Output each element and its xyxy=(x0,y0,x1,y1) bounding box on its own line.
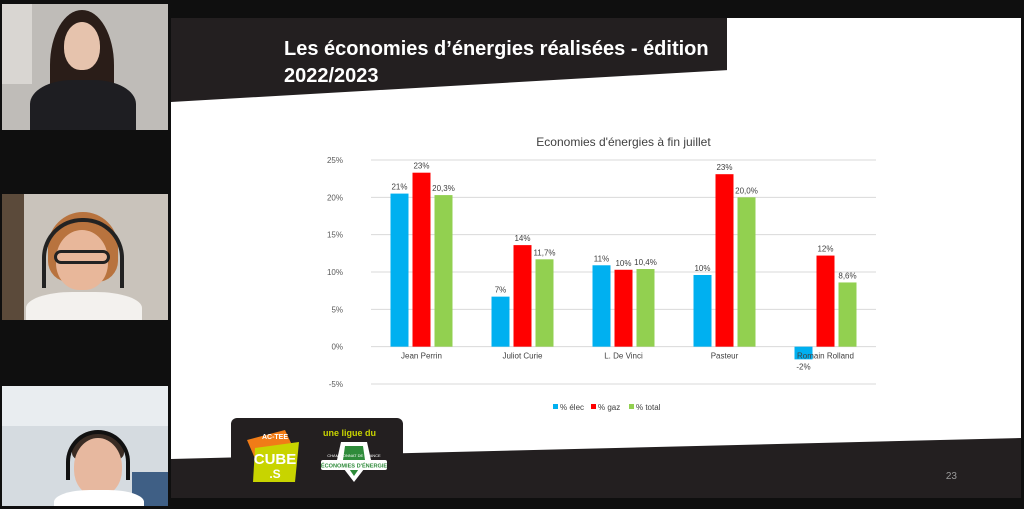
slide-title-line-2: 2022/2023 xyxy=(284,65,379,87)
legend-swatch xyxy=(629,404,634,409)
headset-icon xyxy=(42,218,124,288)
y-tick-label: 25% xyxy=(327,156,343,165)
window-background xyxy=(2,4,32,84)
logo-text-top: AC-TEE xyxy=(262,434,288,441)
chart-title: Economies d'énergies à fin juillet xyxy=(536,135,711,149)
shelf-background xyxy=(2,194,24,320)
headset-icon xyxy=(66,430,130,480)
y-tick-label: 15% xyxy=(327,231,343,240)
data-label: 12% xyxy=(817,245,833,254)
top-bar xyxy=(171,0,1024,18)
bar-gaz xyxy=(816,255,835,347)
chart-canvas: Economies d'énergies à fin juillet -5% 0% 5… xyxy=(327,135,876,412)
legend-entry: % gaz xyxy=(598,403,620,412)
logo-text-main: CUBE xyxy=(254,451,297,468)
category-label: Juliot Curie xyxy=(502,352,543,361)
data-label: 21% xyxy=(391,183,407,192)
data-label: 20,0% xyxy=(735,186,758,195)
logo-box: AC-TEE CUBE .S une ligue du CHAMPIONNAT … xyxy=(231,418,403,498)
badge-text-main: ÉCONOMIES D'ÉNERGIE xyxy=(321,462,388,470)
bar-chart: Economies d'énergies à fin juillet -5% 0% 5… xyxy=(291,128,891,418)
y-tick-label: 20% xyxy=(327,193,343,202)
bar-lec xyxy=(491,296,510,347)
bar-total xyxy=(535,259,554,347)
participant-video-2[interactable] xyxy=(2,194,168,320)
ligue-label: une ligue du xyxy=(323,428,376,438)
legend-entry: % élec xyxy=(560,403,584,412)
participants-panel xyxy=(0,0,170,509)
data-label: 11,7% xyxy=(533,248,555,257)
bar-gaz xyxy=(513,245,532,347)
data-label: 14% xyxy=(514,234,530,243)
bar-total xyxy=(434,195,453,347)
bar-total xyxy=(737,197,756,347)
bar-lec xyxy=(693,274,712,347)
bar-gaz xyxy=(614,269,633,347)
participant-body xyxy=(54,490,144,506)
y-tick-label: -5% xyxy=(329,380,343,389)
bar-lec xyxy=(390,193,409,347)
legend-swatch xyxy=(553,404,558,409)
y-tick-label: 0% xyxy=(331,343,343,352)
data-label: 23% xyxy=(413,162,429,171)
bar-gaz xyxy=(715,174,734,347)
badge-text-top: CHAMPIONNAT DE FRANCE xyxy=(327,453,381,458)
bar-lec xyxy=(592,265,611,347)
data-label: 10,4% xyxy=(634,258,657,267)
category-label: Pasteur xyxy=(711,352,739,361)
bar-total xyxy=(838,282,857,347)
page-number: 23 xyxy=(945,471,957,482)
y-tick-label: 5% xyxy=(331,305,343,314)
legend-entry: % total xyxy=(636,403,661,412)
participant-body xyxy=(26,292,142,320)
participant-body xyxy=(30,80,136,130)
participant-video-3[interactable] xyxy=(2,386,168,506)
data-label: 20,3% xyxy=(432,184,455,193)
data-label: 23% xyxy=(716,163,732,172)
data-label: 7% xyxy=(495,286,507,295)
category-label: Romain Rolland xyxy=(797,352,854,361)
bar-total xyxy=(636,269,655,347)
legend-swatch xyxy=(591,404,596,409)
data-label: 10% xyxy=(694,264,710,273)
participant-video-1[interactable] xyxy=(2,4,168,130)
logo-text-s: .S xyxy=(269,467,280,481)
slide-title-line-1: Les économies d’énergies réalisées - édi… xyxy=(284,38,709,60)
participant-face xyxy=(64,22,100,70)
cube-s-logo-icon: AC-TEE CUBE .S xyxy=(247,430,299,482)
bar-lec xyxy=(794,346,813,360)
slide-title: Les économies d’énergies réalisées - édi… xyxy=(284,36,724,90)
data-label: 8,6% xyxy=(838,271,856,280)
data-label: 10% xyxy=(615,259,631,268)
category-label: L. De Vinci xyxy=(604,352,643,361)
data-label: -2% xyxy=(796,362,810,371)
category-label: Jean Perrin xyxy=(401,352,442,361)
y-tick-label: 10% xyxy=(327,268,343,277)
ceiling-background xyxy=(2,386,168,426)
championnat-badge-icon: CHAMPIONNAT DE FRANCE ÉCONOMIES D'ÉNERGI… xyxy=(321,442,388,482)
bar-gaz xyxy=(412,172,431,347)
data-label: 11% xyxy=(594,254,609,263)
presentation-slide: Les économies d’énergies réalisées - édi… xyxy=(171,18,1021,498)
